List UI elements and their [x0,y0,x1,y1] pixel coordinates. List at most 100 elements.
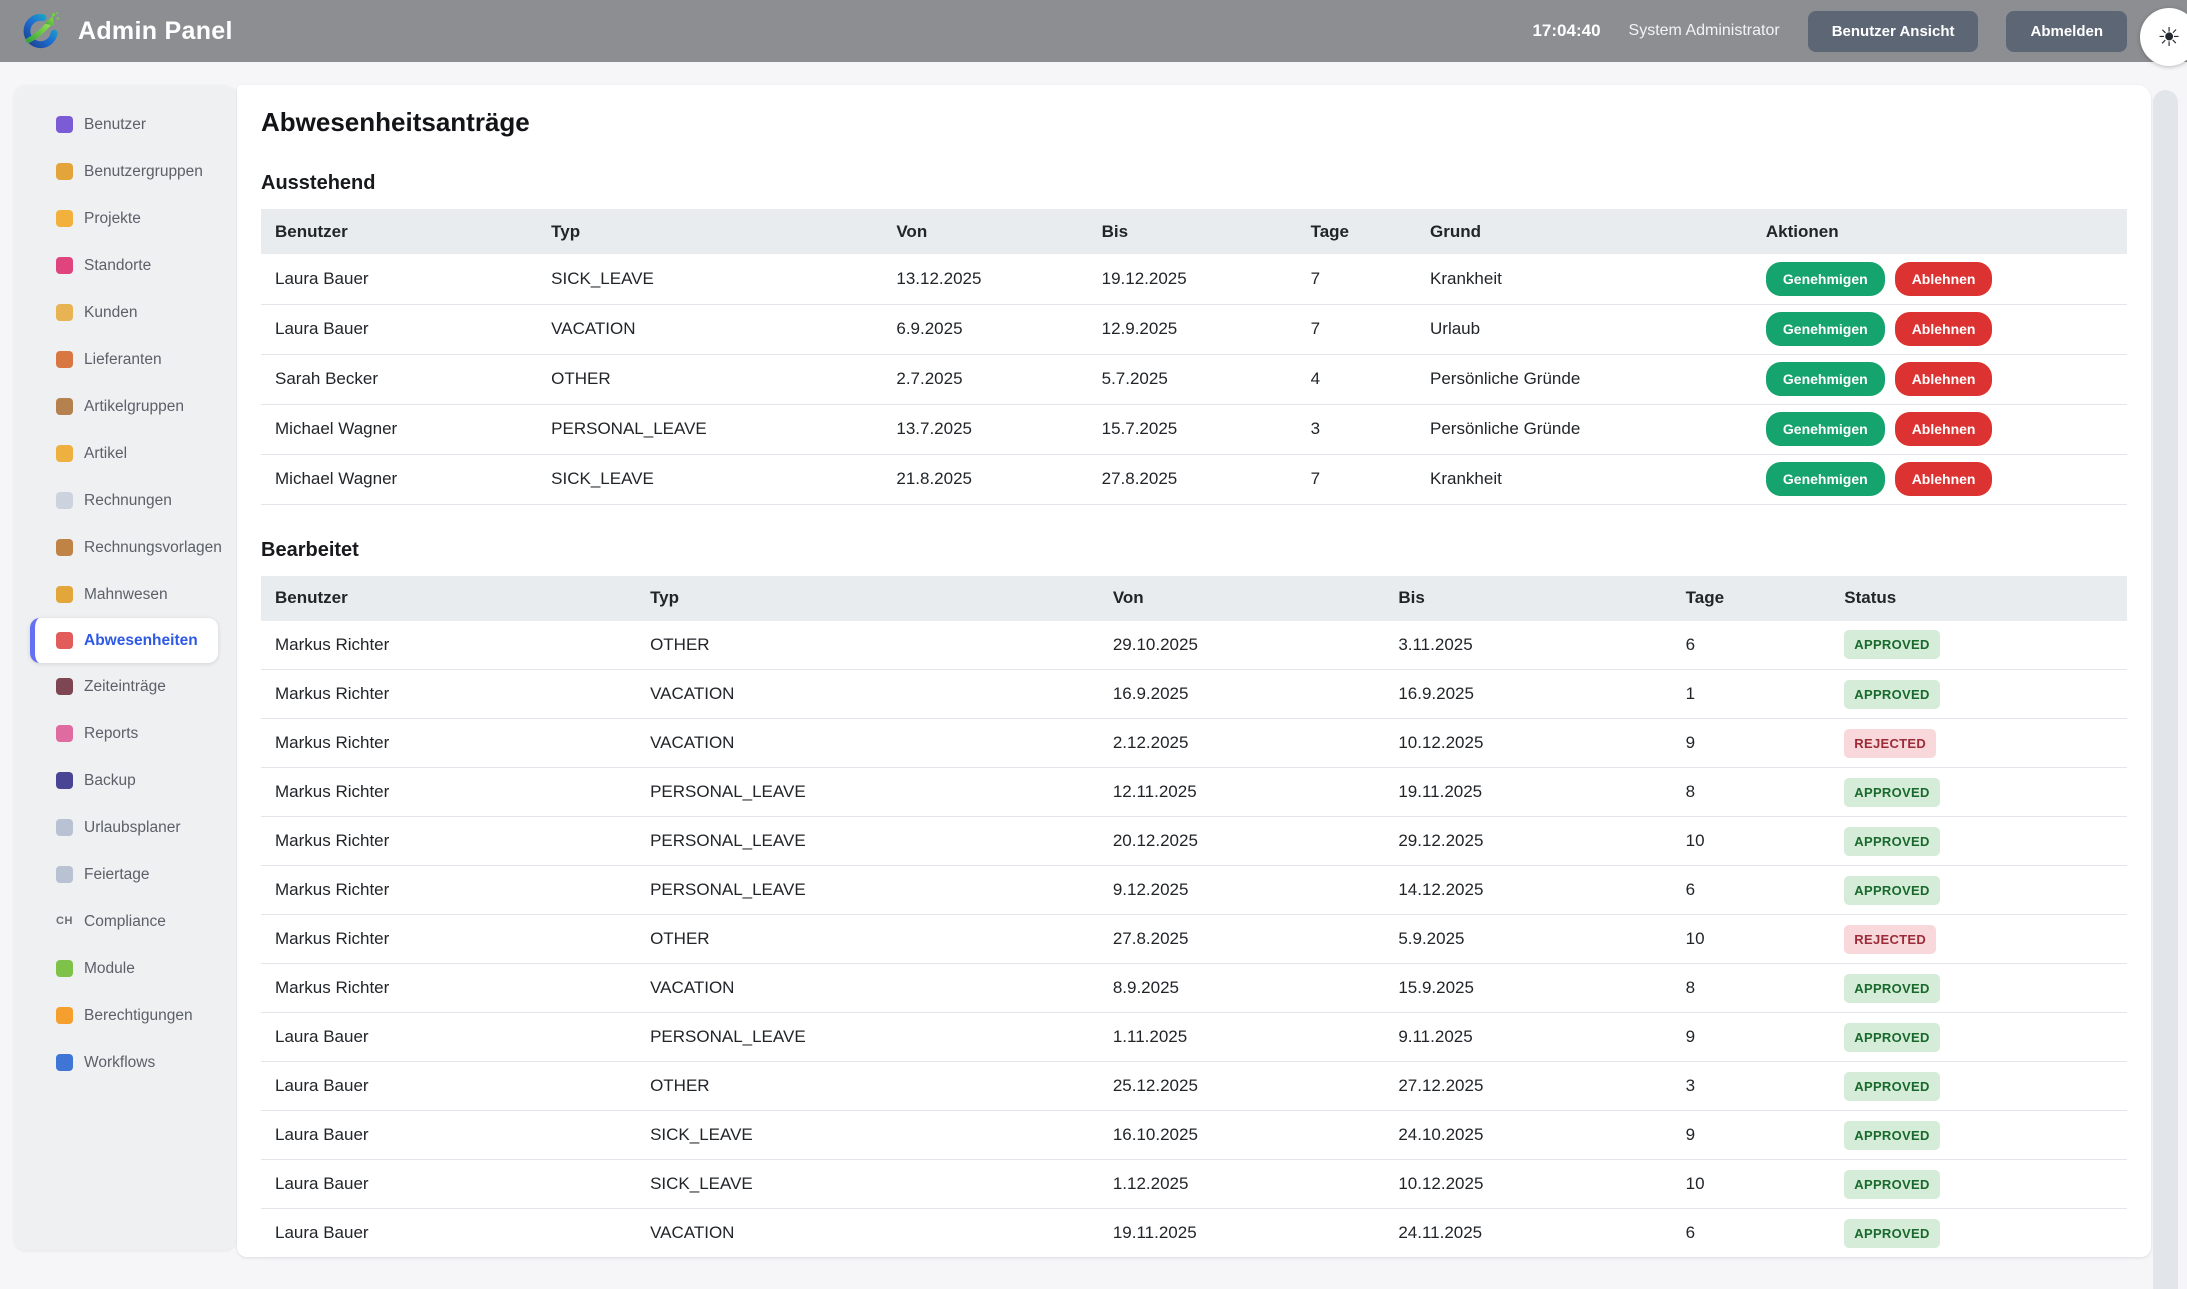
cell-bis: 15.9.2025 [1398,978,1474,997]
cell-von: 9.12.2025 [1112,880,1189,899]
package-icon [56,398,73,415]
folder-icon [56,210,73,227]
cell-grund: Krankheit [1430,268,1502,288]
calendar-icon [56,866,73,883]
sidebar-item-workflows[interactable]: Workflows [14,1039,236,1086]
sidebar-item-projekte[interactable]: Projekte [14,195,236,242]
cell-typ: OTHER [551,369,611,388]
sidebar-item-urlaubsplaner[interactable]: Urlaubsplaner [14,804,236,851]
sidebar-item-mahnwesen[interactable]: Mahnwesen [14,571,236,618]
cell-aktionen: Genehmigen Ablehnen [1752,304,2127,354]
cell-tage: 9 [1685,733,1696,752]
cell-aktionen: Genehmigen Ablehnen [1752,254,2127,304]
cell-benutzer: Markus Richter [275,782,390,801]
main-content: Abwesenheitsanträge Ausstehend Benutzer T… [237,85,2151,1259]
approve-button[interactable]: Genehmigen [1765,412,1885,446]
sidebar-item-artikel[interactable]: Artikel [14,430,236,477]
user-view-button[interactable]: Benutzer Ansicht [1807,10,1979,52]
pending-requests-table: Benutzer Typ Von Bis Tage Grund Aktionen Laura… [261,209,2127,505]
column-header-von: Von [1112,588,1144,607]
sidebar-item-label: Backup [84,771,136,789]
reject-button[interactable]: Ablehnen [1894,261,1993,296]
user-role-label: System Administrator [1628,22,1780,39]
logout-button[interactable]: Abmelden [2006,10,2127,52]
cell-status: APPROVED [1830,621,2127,670]
table-row: Laura Bauer PERSONAL_LEAVE 1.11.2025 9.11.2… [261,1013,2127,1062]
sidebar-item-module[interactable]: Module [14,945,236,992]
status-badge: APPROVED [1844,1022,1940,1052]
money-bag-icon [56,586,73,603]
sidebar-item-abwesenheiten[interactable]: Abwesenheiten [30,618,218,663]
sidebar-item-zeiteintr-ge[interactable]: Zeiteinträge [14,663,236,710]
sidebar-item-compliance[interactable]: CH Compliance [14,898,236,945]
reject-button[interactable]: Ablehnen [1894,412,1993,446]
sidebar-item-label: Abwesenheiten [84,631,198,649]
sidebar-item-berechtigungen[interactable]: Berechtigungen [14,992,236,1039]
cell-status: REJECTED [1830,719,2127,768]
cell-tage: 7 [1310,268,1321,288]
status-badge: APPROVED [1844,1120,1940,1150]
reject-button[interactable]: Ablehnen [1894,462,1993,496]
column-header-typ: Typ [551,221,581,241]
sidebar-item-artikelgruppen[interactable]: Artikelgruppen [14,383,236,430]
sidebar-item-label: Zeiteinträge [84,677,166,695]
reject-button[interactable]: Ablehnen [1894,362,1993,396]
table-row: Michael Wagner SICK_LEAVE 21.8.2025 27.8.20… [261,454,2127,504]
sidebar-item-reports[interactable]: Reports [14,710,236,757]
table-row: Laura Bauer VACATION 19.11.2025 24.11.2025 6… [261,1209,2127,1258]
cell-bis: 12.9.2025 [1101,319,1178,338]
cell-status: REJECTED [1830,915,2127,964]
sidebar-item-rechnungen[interactable]: Rechnungen [14,477,236,524]
cell-bis: 27.8.2025 [1101,469,1178,488]
sidebar-item-backup[interactable]: Backup [14,757,236,804]
cell-aktionen: Genehmigen Ablehnen [1752,404,2127,454]
cell-benutzer: Markus Richter [275,831,390,850]
cell-benutzer: Laura Bauer [275,1076,369,1095]
sidebar-item-feiertage[interactable]: Feiertage [14,851,236,898]
cell-von: 6.9.2025 [896,319,963,338]
cell-typ: PERSONAL_LEAVE [650,1027,806,1046]
cell-bis: 5.7.2025 [1101,369,1168,388]
cell-typ: VACATION [650,733,735,752]
pushpin-icon [56,257,73,274]
sidebar-item-rechnungsvorlagen[interactable]: Rechnungsvorlagen [14,524,236,571]
pending-section-heading: Ausstehend [261,172,376,194]
sidebar-item-label: Artikel [84,444,128,462]
theme-toggle-button[interactable]: ☀ [2140,8,2187,66]
sidebar-item-benutzer[interactable]: Benutzer [14,101,236,148]
cell-benutzer: Markus Richter [275,929,390,948]
sidebar-item-label: Benutzergruppen [84,162,203,180]
floppy-disk-icon [56,772,73,789]
bar-chart-icon [56,725,73,742]
cell-tage: 6 [1685,880,1696,899]
status-badge: REJECTED [1844,924,1937,954]
approve-button[interactable]: Genehmigen [1765,462,1885,496]
column-header-tage: Tage [1310,221,1350,241]
approve-button[interactable]: Genehmigen [1765,362,1885,396]
approve-button[interactable]: Genehmigen [1765,261,1885,296]
cell-benutzer: Laura Bauer [275,268,369,288]
reject-button[interactable]: Ablehnen [1894,312,1993,346]
processed-requests-table: Benutzer Typ Von Bis Tage Status Markus Richt… [261,575,2127,1259]
beach-umbrella-icon [56,632,73,649]
vertical-scrollbar[interactable] [2153,90,2178,1289]
cell-tage: 8 [1685,782,1696,801]
company-logo-icon [23,12,60,48]
status-badge: APPROVED [1844,1071,1940,1101]
table-row: Laura Bauer OTHER 25.12.2025 27.12.2025 3 APP… [261,1062,2127,1111]
column-header-benutzer: Benutzer [275,588,348,607]
app-header: Admin Panel 17:04:40 System Administrato… [0,0,2187,62]
sidebar-item-kunden[interactable]: Kunden [14,289,236,336]
cell-tage: 1 [1685,684,1696,703]
clock: 17:04:40 [1532,21,1601,40]
cell-typ: PERSONAL_LEAVE [650,831,806,850]
sidebar-item-lieferanten[interactable]: Lieferanten [14,336,236,383]
approve-button[interactable]: Genehmigen [1765,312,1885,346]
sidebar-item-benutzergruppen[interactable]: Benutzergruppen [14,148,236,195]
sidebar-item-standorte[interactable]: Standorte [14,242,236,289]
cell-tage: 3 [1310,419,1321,438]
column-header-typ: Typ [650,588,680,607]
cell-tage: 4 [1310,369,1321,388]
cell-status: APPROVED [1830,1013,2127,1062]
cell-tage: 7 [1310,319,1321,338]
